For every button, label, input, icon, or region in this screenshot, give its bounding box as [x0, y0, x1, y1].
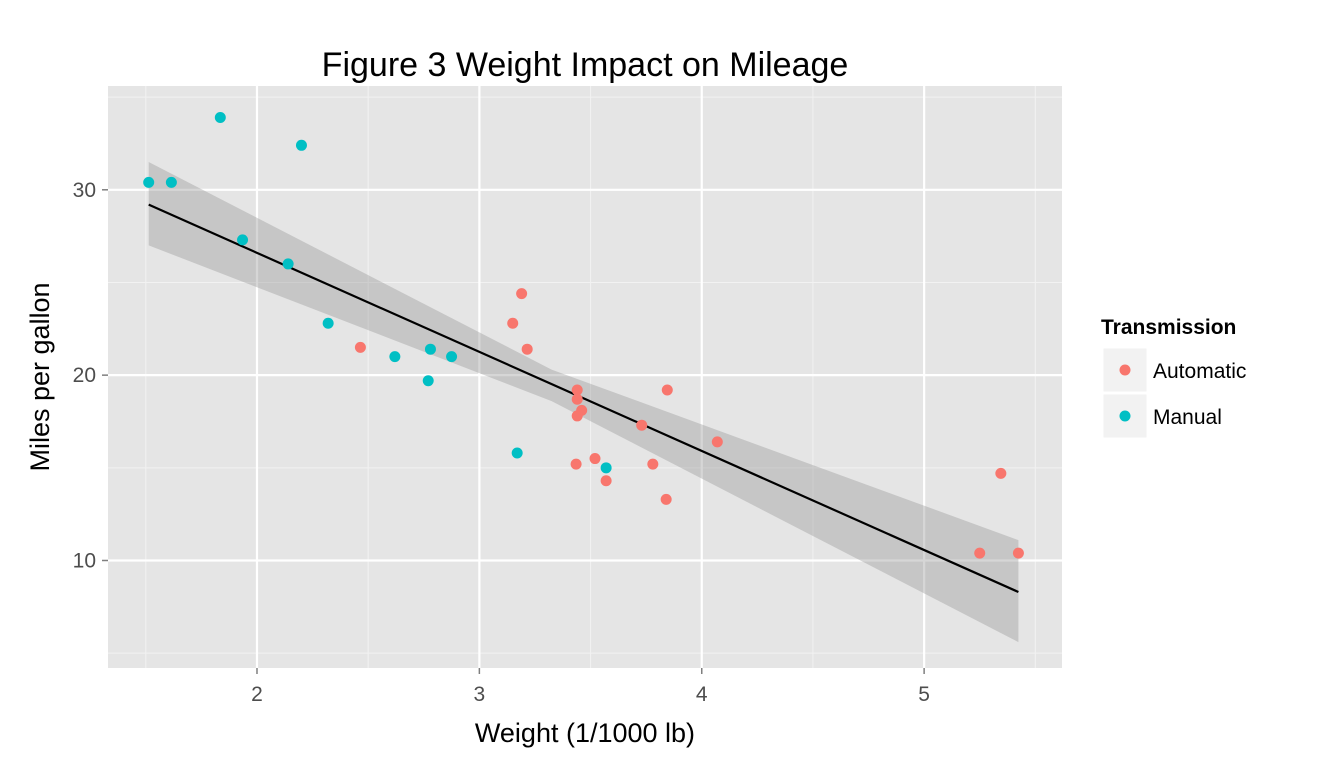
chart-title: Figure 3 Weight Impact on Mileage — [322, 46, 849, 84]
x-tick-label: 5 — [918, 683, 930, 706]
point-manual — [143, 176, 155, 188]
x-tick-label: 3 — [474, 683, 486, 706]
point-manual — [511, 447, 523, 459]
legend-title: Transmission — [1101, 316, 1236, 339]
legend-key-manual — [1119, 410, 1131, 422]
point-automatic — [571, 410, 583, 422]
point-manual — [446, 351, 458, 363]
point-manual — [389, 351, 401, 363]
point-manual — [422, 375, 434, 387]
point-automatic — [570, 458, 582, 470]
point-manual — [424, 343, 436, 355]
x-axis-title: Weight (1/1000 lb) — [475, 718, 695, 748]
plot-panel — [108, 86, 1062, 668]
y-tick-label: 20 — [73, 364, 96, 387]
point-automatic — [600, 475, 612, 487]
point-automatic — [1012, 547, 1024, 559]
point-manual — [322, 317, 334, 329]
confidence-ribbon — [148, 162, 1019, 643]
minor-gridlines — [108, 86, 1062, 668]
point-automatic — [571, 384, 583, 396]
point-automatic — [521, 343, 533, 355]
major-gridlines — [108, 86, 1062, 668]
y-axis: 10 20 30 — [73, 179, 108, 572]
point-automatic — [636, 419, 648, 431]
point-automatic — [589, 453, 601, 465]
legend-key-automatic — [1119, 364, 1131, 376]
x-tick-label: 2 — [251, 683, 263, 706]
point-automatic — [974, 547, 986, 559]
point-automatic — [647, 458, 659, 470]
point-manual — [282, 258, 294, 270]
point-automatic — [571, 393, 583, 405]
legend: Transmission Automatic Manual — [1101, 316, 1246, 439]
point-automatic — [661, 384, 673, 396]
confidence-ribbon-layer — [148, 162, 1019, 643]
data-points-layer — [143, 112, 1024, 559]
x-axis: 2 3 4 5 — [251, 668, 930, 706]
legend-entries: Automatic Manual — [1102, 347, 1246, 439]
point-manual — [600, 462, 612, 474]
point-automatic — [995, 467, 1007, 479]
y-tick-label: 10 — [73, 549, 96, 572]
legend-label-manual: Manual — [1153, 406, 1222, 429]
x-tick-label: 4 — [696, 683, 708, 706]
point-manual — [295, 139, 307, 151]
point-automatic — [507, 317, 519, 329]
point-manual — [165, 176, 177, 188]
point-manual — [237, 234, 249, 246]
fit-line — [148, 203, 1019, 594]
point-automatic — [516, 288, 528, 300]
fit-line-layer — [148, 203, 1019, 594]
y-tick-label: 30 — [73, 179, 96, 202]
point-manual — [214, 112, 226, 124]
point-automatic — [711, 436, 723, 448]
point-automatic — [660, 493, 672, 505]
legend-label-automatic: Automatic — [1153, 360, 1246, 383]
y-axis-title: Miles per gallon — [25, 282, 55, 471]
point-automatic — [354, 341, 366, 353]
